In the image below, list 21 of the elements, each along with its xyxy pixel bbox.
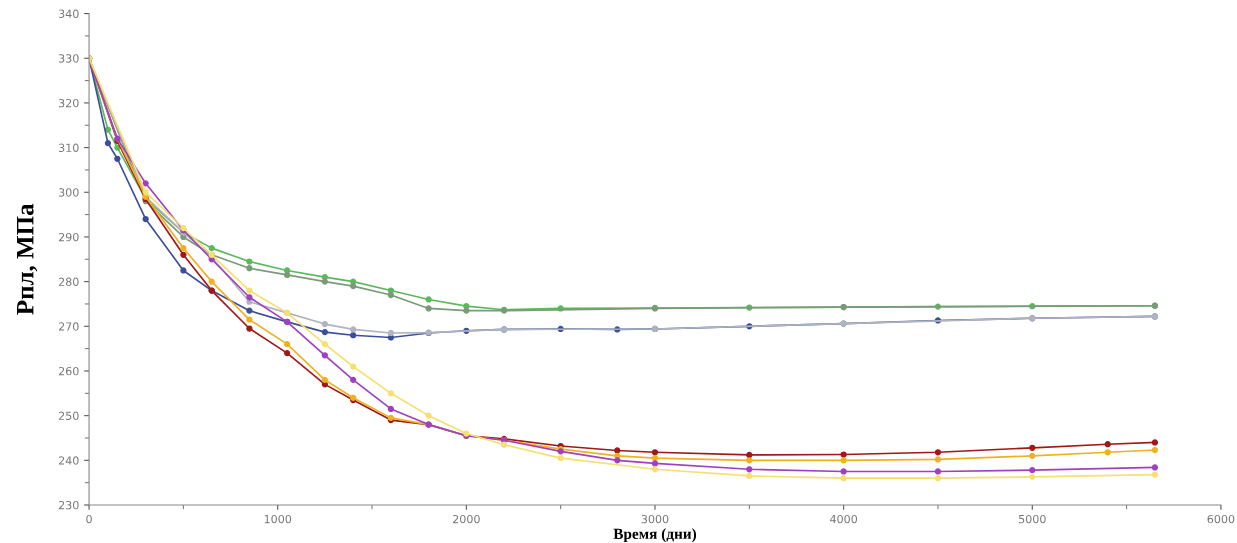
x-tick-label: 2000 (453, 514, 480, 524)
x-tick-label: 3000 (641, 514, 669, 524)
x-tick-label: 0 (86, 514, 92, 524)
y-tick-label: 340 (58, 9, 79, 18)
y-tick-label: 250 (58, 411, 79, 421)
y-tick-label: 320 (58, 98, 79, 108)
x-tick-label: 5000 (1019, 514, 1046, 524)
y-tick-label: 290 (58, 232, 79, 242)
y-axis-title: Рпл, МПа (16, 203, 38, 315)
y-tick-label: 240 (58, 456, 79, 465)
x-tick-label: 6000 (1207, 514, 1235, 524)
y-tick-label: 310 (58, 143, 79, 152)
x-tick-label: 4000 (830, 514, 858, 524)
x-axis-title: Время (дни) (613, 528, 697, 543)
y-tick-label: 270 (58, 322, 79, 331)
y-tick-label: 260 (58, 366, 79, 376)
y-tick-label: 230 (58, 500, 79, 510)
y-tick-label: 330 (58, 54, 79, 63)
y-tick-label: 280 (58, 277, 79, 286)
y-tick-label: 300 (58, 188, 79, 197)
x-tick-label: 1000 (264, 514, 292, 524)
